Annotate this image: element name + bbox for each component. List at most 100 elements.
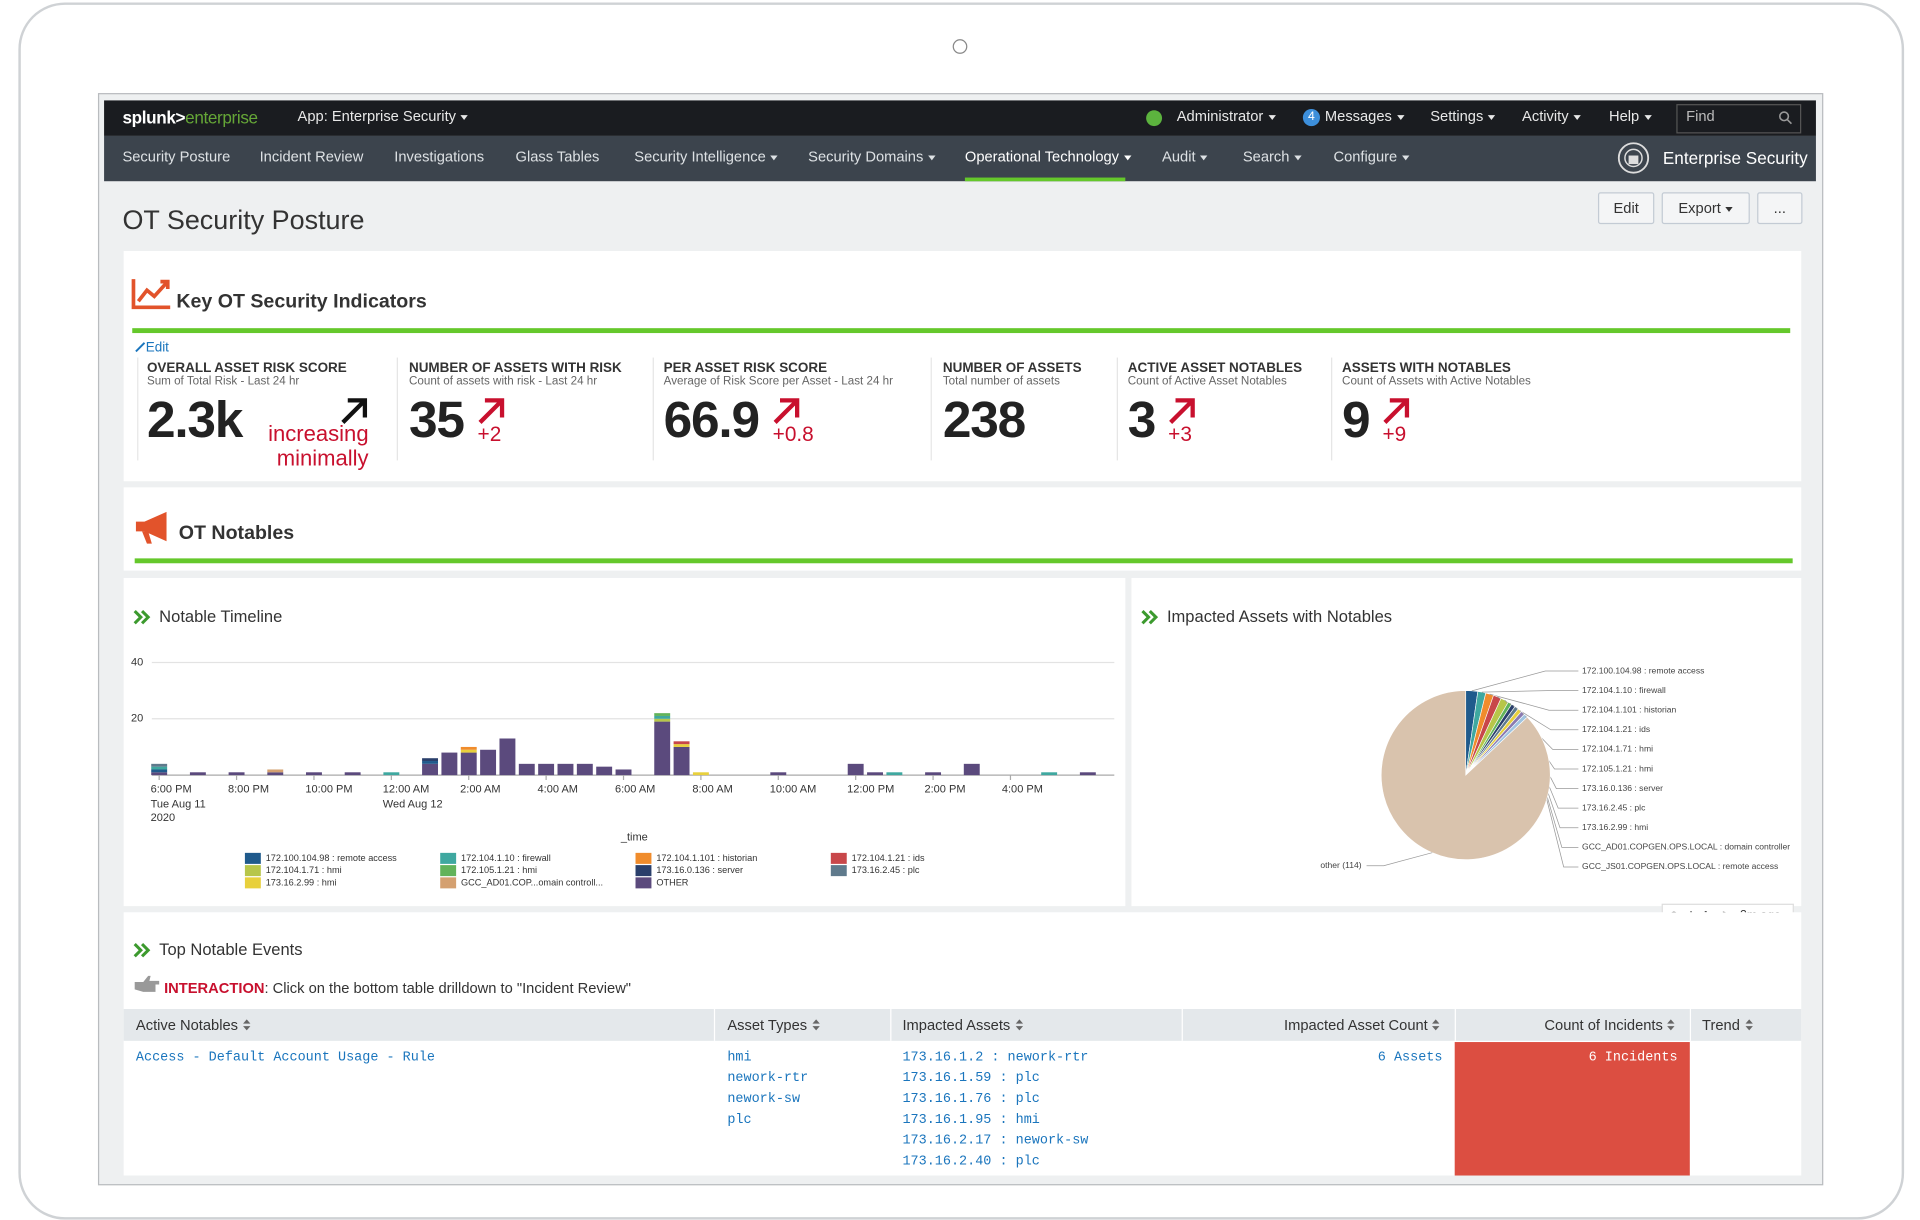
x-tick-label: 12:00 PM [847, 784, 894, 796]
nav-item[interactable]: Security Intelligence [634, 148, 778, 166]
column-border [1181, 1008, 1183, 1041]
legend-swatch [440, 877, 457, 889]
edit-link[interactable]: Edit [145, 340, 169, 356]
sort-icon[interactable] [812, 1019, 821, 1031]
bar-segment [306, 772, 322, 776]
column-header[interactable]: Asset Types [727, 1016, 808, 1034]
timeline-title: Notable Timeline [159, 607, 283, 626]
bar-segment [151, 769, 168, 773]
bar-segment [344, 772, 361, 776]
asset-type[interactable]: hmi [727, 1050, 752, 1066]
asset-type[interactable]: nework-sw [727, 1092, 801, 1107]
top-menu[interactable]: Messages [1325, 108, 1404, 126]
messages-badge: 4 [1302, 108, 1321, 127]
impacted-asset[interactable]: 173.16.1.2 : nework-rtr [902, 1050, 1089, 1066]
nav-item[interactable]: Audit [1162, 148, 1208, 166]
impacted-asset[interactable]: 173.16.1.76 : plc [902, 1092, 1040, 1107]
charts: 20 40 6:00 PM Tue Aug 11 2020 8:00 PM 10:00 PM… [131, 609, 1790, 958]
top-menu[interactable]: Settings [1430, 108, 1495, 126]
bar-segment [189, 772, 206, 776]
legend-swatch [244, 865, 261, 877]
asset-type[interactable]: plc [727, 1113, 752, 1128]
kpi-panel [123, 251, 1802, 482]
legend-label: GCC_AD01.COP...omain controll... [461, 877, 603, 887]
y-tick-label: 40 [131, 656, 143, 668]
sort-icon[interactable] [1015, 1019, 1024, 1031]
bar-segment [538, 763, 555, 776]
sort-icon[interactable] [242, 1019, 251, 1031]
page-title: OT Security Posture [122, 204, 365, 236]
nav-item[interactable]: Search [1243, 148, 1302, 166]
bar-segment [886, 772, 903, 776]
hand-icon [134, 975, 160, 992]
bar-segment [963, 763, 980, 776]
sort-icon[interactable] [1667, 1019, 1676, 1031]
nav-item[interactable]: Configure [1333, 148, 1409, 166]
bar-segment [151, 763, 168, 767]
incident-cell[interactable] [1454, 1042, 1690, 1176]
column-header[interactable]: Trend [1702, 1016, 1740, 1034]
status-dot [1146, 110, 1163, 127]
app-menu[interactable]: App: Enterprise Security [298, 108, 469, 126]
asset-count[interactable]: 6 Assets [1377, 1050, 1443, 1066]
trend-arrow [1383, 398, 1410, 424]
asset-type[interactable]: nework-rtr [727, 1071, 809, 1087]
nav-item[interactable]: Investigations [394, 148, 485, 166]
y-tick-label: 20 [131, 713, 143, 725]
action-button[interactable]: Export [1661, 192, 1750, 225]
bar-segment [596, 766, 613, 776]
x-tick-label: 6:00 AM [615, 784, 655, 796]
trend-arrow [1169, 398, 1195, 424]
notable-name[interactable]: Access - Default Account Usage - Rule [135, 1050, 436, 1066]
impacted-asset[interactable]: 173.16.1.59 : plc [902, 1071, 1040, 1087]
leader-line [1489, 693, 1579, 711]
top-menu[interactable]: Help [1609, 108, 1651, 126]
sort-icon[interactable] [1431, 1019, 1440, 1031]
kpi-value: 238 [942, 390, 1026, 449]
pie-label: 173.16.0.136 : server [1582, 783, 1663, 793]
impacted-asset[interactable]: 173.16.1.95 : hmi [902, 1113, 1040, 1128]
search-icon [1779, 111, 1793, 125]
logo-brand: splunk> [122, 107, 186, 128]
pie-label: 172.105.1.21 : hmi [1582, 763, 1653, 773]
column-header[interactable]: Active Notables [135, 1016, 239, 1034]
column-border [1454, 1008, 1456, 1041]
nav-item[interactable]: Incident Review [259, 148, 364, 166]
search-placeholder: Find [1686, 107, 1715, 125]
active-underline [964, 177, 1126, 182]
bar-segment [422, 761, 439, 764]
incident-count[interactable]: 6 Incidents [1588, 1050, 1678, 1066]
bar-segment [267, 772, 284, 776]
kpi-description: Count of Active Asset Notables [1127, 374, 1287, 389]
nav-item[interactable]: Glass Tables [515, 148, 600, 166]
nav-item[interactable]: Security Posture [122, 148, 231, 166]
kpi-description: Total number of assets [942, 374, 1060, 389]
column-header[interactable]: Impacted Assets [902, 1016, 1011, 1034]
edit-icon [135, 342, 146, 353]
action-button[interactable]: ... [1757, 192, 1803, 225]
kpi-label: OVERALL ASSET RISK SCORE [146, 361, 347, 376]
sort-icon[interactable] [1745, 1019, 1754, 1031]
trend-arrow [478, 398, 505, 424]
camera [952, 39, 968, 54]
top-menu[interactable]: Administrator [1177, 108, 1276, 126]
impacted-asset[interactable]: 173.16.2.40 : plc [902, 1154, 1040, 1170]
x-tick-label: 10:00 AM [770, 784, 817, 796]
kpi-trend: increasing minimally [268, 421, 369, 471]
x-date-label: Tue Aug 11 [151, 798, 206, 810]
column-header[interactable]: Count of Incidents [1544, 1016, 1663, 1034]
nav-item[interactable]: Security Domains [808, 148, 935, 166]
top-menu[interactable]: Activity [1522, 108, 1581, 126]
impacted-asset[interactable]: 173.16.2.17 : nework-sw [902, 1133, 1089, 1149]
kpi-section-title: Key OT Security Indicators [176, 291, 427, 313]
bar-segment [151, 766, 168, 770]
logo[interactable]: splunk>enterprise [122, 107, 258, 128]
leader-line [1481, 690, 1579, 693]
pie-label: 173.16.2.99 : hmi [1582, 822, 1648, 832]
column-header[interactable]: Impacted Asset Count [1284, 1016, 1428, 1034]
nav-item[interactable]: Operational Technology [965, 148, 1131, 166]
pie-label: 172.104.1.21 : ids [1582, 724, 1650, 734]
trend-arrow [341, 398, 368, 424]
x-date-label: Wed Aug 12 [383, 798, 443, 810]
action-button[interactable]: Edit [1597, 192, 1655, 225]
